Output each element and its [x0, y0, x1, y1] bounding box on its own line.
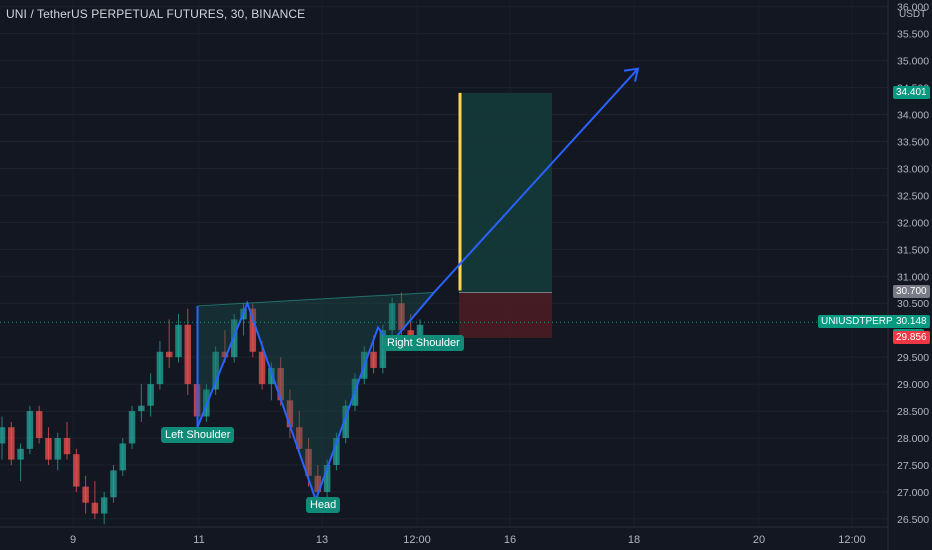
candle-body: [314, 475, 322, 492]
y-tick-label: 33.000: [897, 163, 929, 175]
price-tag: 34.401: [893, 85, 930, 99]
pattern-drawings: [0, 67, 888, 504]
y-tick-label: 31.000: [897, 271, 929, 283]
candle-body: [35, 411, 43, 439]
y-tick-label: 26.500: [897, 514, 929, 526]
candle-body: [323, 464, 331, 492]
candle-body: [156, 351, 164, 385]
candle-body: [91, 502, 99, 514]
y-tick-label: 31.500: [897, 244, 929, 256]
y-tick-label: 28.000: [897, 433, 929, 445]
candle-body: [370, 351, 377, 368]
candle-body: [119, 443, 127, 471]
candle-body: [63, 438, 71, 455]
candle-body: [305, 448, 312, 476]
price-tag: 30.148: [893, 315, 930, 329]
candle-body: [110, 470, 117, 498]
candle-body: [268, 367, 275, 385]
candle-body: [0, 427, 6, 444]
y-tick-label: 30.500: [897, 298, 929, 310]
candle-body: [295, 427, 303, 449]
candle-body: [45, 438, 52, 460]
y-tick-label: 28.500: [897, 406, 929, 418]
candle-body: [165, 351, 173, 358]
chart-title: UNI / TetherUS PERPETUAL FUTURES, 30, BI…: [6, 7, 306, 21]
candle-body: [277, 367, 284, 401]
y-tick-label: 32.500: [897, 190, 929, 202]
candle-body: [128, 411, 136, 444]
candle-body: [286, 400, 294, 428]
candle-body: [82, 486, 89, 503]
pattern-label-right-shoulder: Right Shoulder: [383, 335, 464, 351]
y-tick-label: 36.000: [897, 2, 929, 14]
candle-body: [212, 351, 219, 390]
x-tick-label: 16: [504, 534, 516, 546]
x-tick-label: 9: [70, 534, 76, 546]
stop-zone: [459, 292, 552, 338]
arrow-head-icon: [623, 67, 640, 82]
x-tick-label: 12:00: [838, 534, 866, 546]
x-tick-label: 18: [628, 534, 640, 546]
candle-body: [100, 497, 108, 514]
candle-body: [379, 330, 387, 368]
target-zone: [459, 92, 552, 293]
candle-body: [54, 438, 61, 460]
y-tick-label: 35.000: [897, 56, 929, 68]
x-tick-label: 12:00: [403, 534, 431, 546]
y-axis-unit: USDT: [899, 9, 926, 20]
y-tick-label: 32.000: [897, 217, 929, 229]
y-tick-label: 34.000: [897, 110, 929, 122]
candle-body: [342, 405, 349, 439]
candle-body: [249, 308, 257, 352]
pattern-label-left-shoulder: Left Shoulder: [161, 427, 235, 443]
x-tick-label: 20: [753, 534, 765, 546]
x-tick-label: 13: [316, 534, 328, 546]
candle-body: [258, 351, 266, 385]
candle-body: [416, 324, 424, 341]
candle-body: [398, 303, 405, 331]
candle-body: [388, 303, 396, 331]
candle-body: [26, 411, 34, 449]
projection-arrow: [433, 68, 639, 294]
x-tick-label: 11: [193, 534, 204, 546]
y-tick-label: 35.500: [897, 29, 929, 41]
y-tick-label: 27.000: [897, 487, 929, 499]
candle-body: [138, 405, 145, 412]
candle-body: [184, 324, 192, 385]
y-tick-label: 29.500: [897, 352, 929, 364]
y-tick-label: 29.000: [897, 379, 929, 391]
candle-body: [221, 351, 229, 358]
candle-body: [333, 438, 340, 465]
pattern-label-head: Head: [306, 497, 341, 513]
candle-body: [8, 427, 15, 460]
candle-body: [147, 384, 154, 406]
price-tag: 29.856: [893, 330, 930, 344]
pattern-area: [197, 292, 435, 501]
price-tag: 30.700: [893, 285, 930, 299]
grid-lines: [0, 6, 888, 520]
candle-body: [175, 324, 182, 358]
y-tick-label: 33.500: [897, 136, 929, 148]
neckline: [197, 291, 435, 307]
symbol-tag: UNIUSDTPERP: [818, 315, 896, 329]
candle-body: [73, 454, 80, 487]
candle-body: [17, 448, 24, 460]
y-tick-label: 27.500: [897, 460, 929, 472]
